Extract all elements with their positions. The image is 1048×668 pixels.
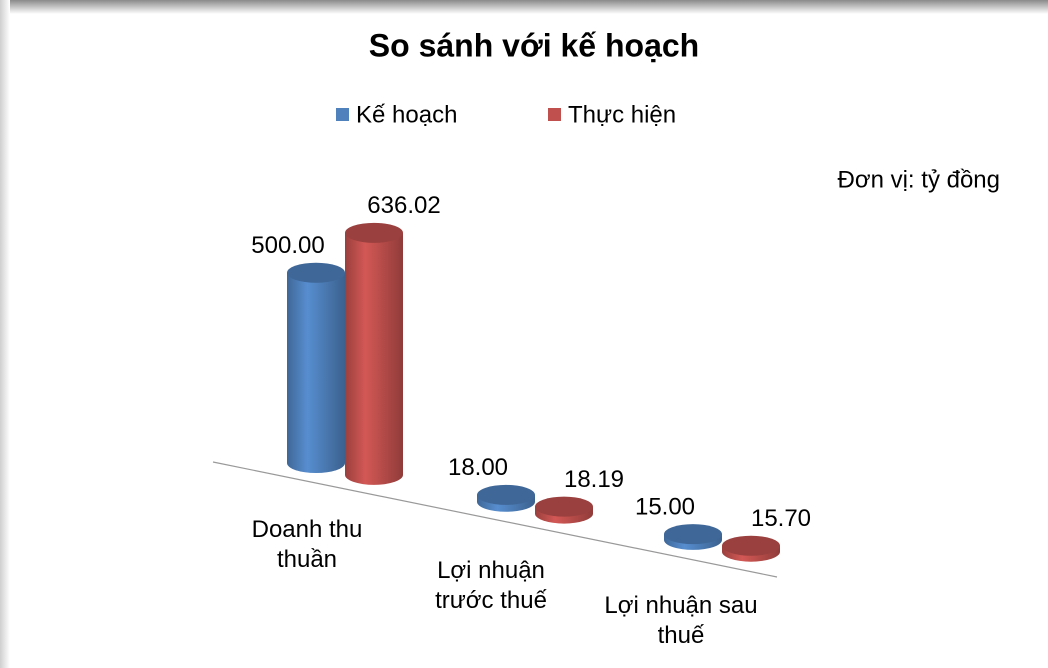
- cylinder-body: [287, 272, 345, 474]
- value-label: 500.00: [251, 232, 324, 259]
- x-tick-label: Lợi nhuận sau thuế: [604, 592, 758, 649]
- unit-note: Đơn vị: tỷ đồng: [838, 166, 1000, 193]
- value-label: 15.70: [751, 505, 811, 532]
- bar: [287, 262, 345, 474]
- cylinder-top: [477, 484, 535, 505]
- bar: [345, 222, 403, 485]
- legend-label: Thực hiện: [568, 101, 676, 128]
- x-tick-label: Lợi nhuận trước thuế: [435, 557, 547, 614]
- legend-swatch: [548, 108, 561, 121]
- legend-swatch: [336, 108, 349, 121]
- floor-line: [212, 461, 778, 578]
- bar: [535, 496, 593, 524]
- bar: [477, 484, 535, 512]
- bar: [664, 524, 722, 550]
- value-label: 18.19: [564, 466, 624, 493]
- frame-left: [0, 0, 10, 668]
- cylinder-top: [345, 222, 403, 243]
- cylinder-top: [535, 496, 593, 517]
- cylinder-top: [287, 262, 345, 283]
- value-label: 15.00: [635, 494, 695, 521]
- legend-label: Kế hoạch: [356, 101, 457, 128]
- frame-top: [0, 0, 1048, 14]
- value-label: 18.00: [448, 454, 508, 481]
- value-label: 636.02: [367, 192, 440, 219]
- bar: [722, 535, 780, 562]
- cylinder-body: [345, 232, 403, 485]
- x-tick-label: Doanh thu thuần: [251, 516, 363, 573]
- cylinder-top: [722, 535, 780, 556]
- chart-title: So sánh với kế hoạch: [369, 27, 699, 63]
- cylinder-top: [664, 524, 722, 545]
